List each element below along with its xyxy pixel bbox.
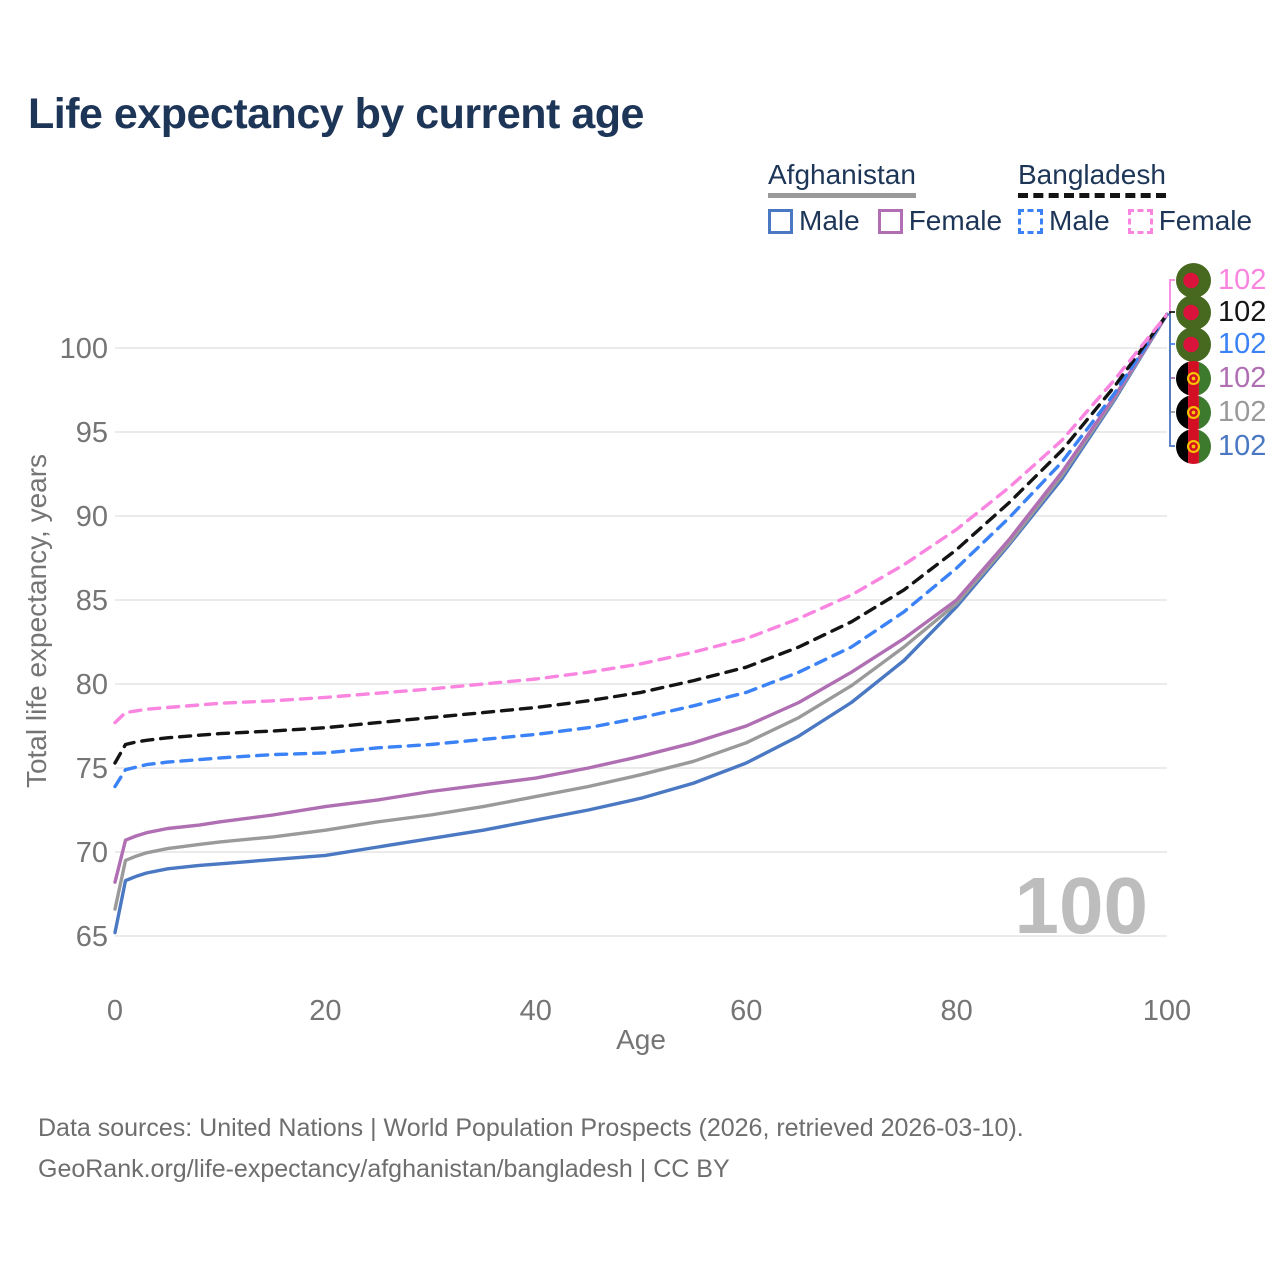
- series-line-bangladesh[interactable]: [113, 312, 1169, 765]
- legend-country-afghanistan[interactable]: Afghanistan: [768, 160, 916, 198]
- bangladesh-flag-icon: [1176, 327, 1211, 362]
- end-label-afghanistan-male: 102: [1176, 429, 1266, 464]
- series-line-afghanistan-male[interactable]: [113, 312, 1169, 935]
- bangladesh-female-swatch-icon: [1127, 208, 1153, 234]
- x-axis-tick-labels: 0 20 40 60 80 100: [107, 995, 1191, 1027]
- legend-item-afghanistan-male[interactable]: Male: [768, 205, 860, 237]
- afghanistan-flag-icon: [1176, 429, 1211, 464]
- end-label-value: 102: [1218, 296, 1267, 328]
- end-label-bangladesh-male: 102: [1176, 327, 1266, 362]
- series-line-bangladesh-male[interactable]: [113, 312, 1169, 789]
- end-label-bangladesh-female: 102: [1176, 263, 1266, 298]
- end-label-bangladesh: 102: [1176, 295, 1266, 330]
- leader-line: [1167, 313, 1175, 413]
- y-tick-label: 85: [76, 585, 108, 617]
- legend-item-label: Female: [908, 205, 1003, 236]
- x-tick-label: 20: [309, 995, 341, 1027]
- y-tick-label: 95: [76, 417, 108, 449]
- legend-item-label: Male: [1049, 205, 1110, 236]
- end-label-value: 102: [1218, 396, 1267, 428]
- legend-item-afghanistan-female[interactable]: Female: [877, 205, 1003, 237]
- afghanistan-female-swatch-icon: [877, 208, 903, 234]
- end-label-leader-lines: [1167, 279, 1175, 447]
- y-tick-label: 80: [76, 669, 108, 701]
- series-line-bangladesh-female[interactable]: [113, 312, 1169, 725]
- y-tick-label: 65: [76, 921, 108, 953]
- leader-line: [1167, 313, 1175, 447]
- bangladesh-male-swatch-icon: [1018, 208, 1043, 234]
- legend-item-label: Female: [1158, 205, 1253, 236]
- y-tick-label: 90: [76, 501, 108, 533]
- x-axis-title: Age: [616, 1024, 666, 1055]
- x-tick-label: 100: [1143, 995, 1191, 1027]
- footer: Data sources: United Nations | World Pop…: [38, 1108, 1024, 1190]
- afghanistan-flag-icon: [1176, 361, 1211, 396]
- x-tick-label: 40: [520, 995, 552, 1027]
- bangladesh-flag-icon: [1176, 263, 1211, 298]
- legend-item-label: Male: [799, 205, 860, 236]
- footer-attribution: GeoRank.org/life-expectancy/afghanistan/…: [38, 1155, 730, 1183]
- legend-country-bangladesh[interactable]: Bangladesh: [1018, 160, 1166, 198]
- x-tick-label: 60: [730, 995, 762, 1027]
- afghanistan-male-swatch-icon: [768, 208, 793, 234]
- end-label-value: 102: [1218, 328, 1267, 360]
- legend-group-bangladesh: Bangladesh Male Female: [1018, 160, 1270, 237]
- legend-item-bangladesh-male[interactable]: Male: [1018, 205, 1110, 237]
- leader-line: [1167, 313, 1175, 345]
- legend-item-bangladesh-female[interactable]: Female: [1127, 205, 1253, 237]
- end-label-value: 102: [1218, 362, 1267, 394]
- y-axis-tick-labels: 65 70 75 80 85 90 95 100: [60, 333, 108, 953]
- afghanistan-flag-icon: [1176, 395, 1211, 430]
- bangladesh-flag-icon: [1176, 295, 1211, 330]
- legend-row: Male Female: [768, 205, 1020, 237]
- page-title: Life expectancy by current age: [28, 90, 644, 138]
- current-age-watermark: 100: [1014, 861, 1148, 950]
- y-tick-label: 100: [60, 333, 108, 365]
- footer-data-sources: Data sources: United Nations | World Pop…: [38, 1114, 1024, 1142]
- legend-group-afghanistan: Afghanistan Male Female: [768, 160, 1020, 237]
- end-label-value: 102: [1218, 264, 1267, 296]
- y-axis-title: Total life expectancy, years: [21, 454, 52, 788]
- end-label-afghanistan: 102: [1176, 395, 1266, 430]
- leader-line: [1167, 279, 1175, 316]
- series-line-afghanistan[interactable]: [113, 312, 1169, 911]
- x-tick-label: 80: [940, 995, 972, 1027]
- end-label-value: 102: [1218, 430, 1267, 462]
- y-tick-label: 70: [76, 837, 108, 869]
- series-line-afghanistan-female[interactable]: [113, 312, 1169, 884]
- y-tick-label: 75: [76, 753, 108, 785]
- legend-row: Male Female: [1018, 205, 1270, 237]
- data-series-lines: [113, 312, 1169, 935]
- leader-line: [1167, 313, 1175, 379]
- end-label-afghanistan-female: 102: [1176, 361, 1266, 396]
- gridlines: [115, 347, 1167, 937]
- x-tick-label: 0: [107, 995, 123, 1027]
